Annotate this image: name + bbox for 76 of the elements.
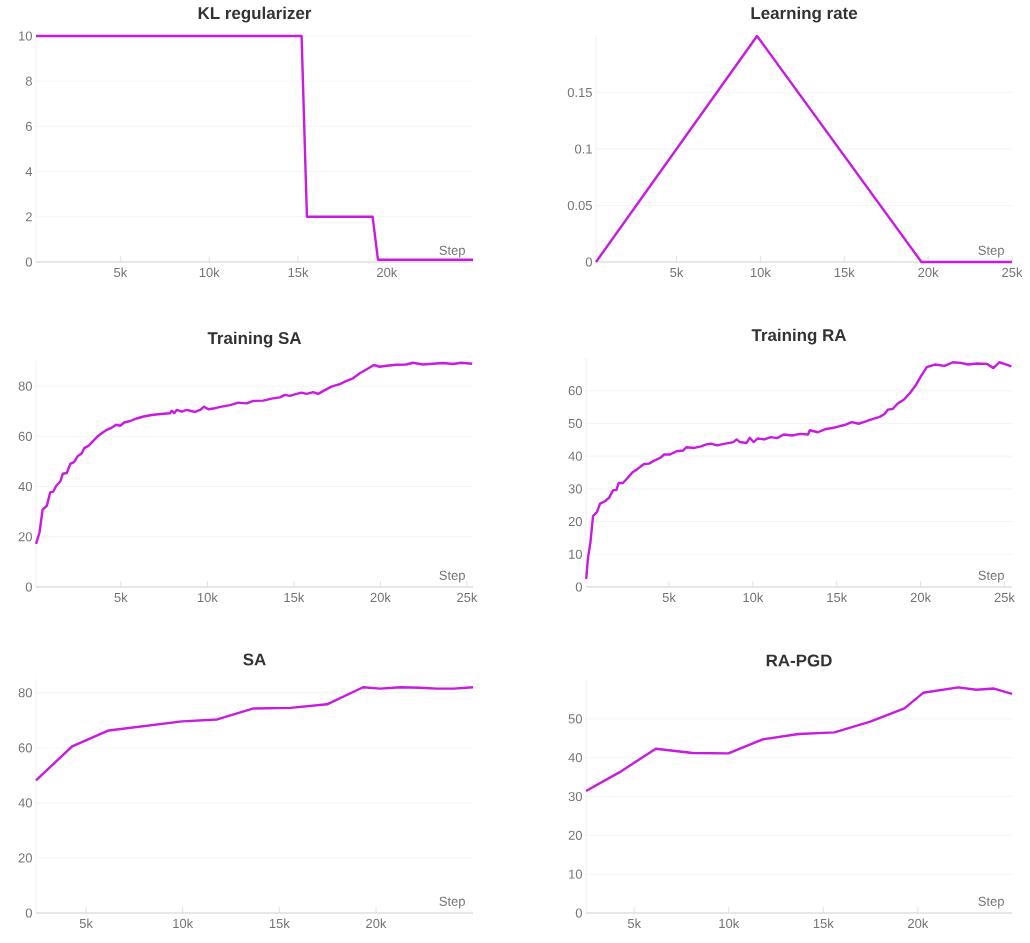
chart-title: KL regularizer xyxy=(198,6,312,23)
x-axis-title: Step xyxy=(978,245,1004,258)
x-tick-label: 5k xyxy=(114,592,128,603)
y-tick-label: 60 xyxy=(18,431,32,441)
y-tick-label: 40 xyxy=(18,481,32,492)
x-tick-label: 20k xyxy=(908,918,929,929)
y-tick-label: 10 xyxy=(19,31,32,41)
chart-title: Learning rate xyxy=(751,6,858,23)
x-tick-label: 15k xyxy=(269,918,290,929)
y-tick-label: 60 xyxy=(18,743,32,753)
x-tick-label: 10k xyxy=(173,918,194,929)
y-tick-label: 0 xyxy=(25,582,32,592)
x-tick-label: 25k xyxy=(1002,267,1023,278)
x-tick-label: 5k xyxy=(670,267,684,278)
line-series xyxy=(584,361,1013,581)
x-tick-label: 5k xyxy=(662,592,676,603)
x-axis-title: Step xyxy=(978,896,1004,909)
x-tick-label: 20k xyxy=(910,592,932,603)
y-tick-label: 40 xyxy=(568,753,582,763)
y-tick-label: 40 xyxy=(18,798,32,808)
y-tick-label: 20 xyxy=(568,516,582,527)
x-tick-label: 5k xyxy=(114,267,128,278)
x-tick-label: 20k xyxy=(370,592,391,603)
line-series xyxy=(34,686,475,782)
x-axis-title: Step xyxy=(439,570,465,583)
x-tick-label: 5k xyxy=(627,918,642,929)
y-tick-label: 4 xyxy=(25,167,33,177)
x-tick-label: 10k xyxy=(197,592,218,603)
y-tick-label: 0.05 xyxy=(567,200,592,211)
x-axis-title: Step xyxy=(439,245,465,258)
line-series xyxy=(584,686,1014,793)
y-tick-label: 10 xyxy=(569,549,582,559)
y-tick-label: 0 xyxy=(25,257,32,267)
x-axis-title: Step xyxy=(978,570,1004,583)
x-axis-title: Step xyxy=(439,896,465,909)
y-tick-label: 0.1 xyxy=(574,144,592,154)
y-tick-label: 40 xyxy=(568,451,582,461)
y-tick-label: 50 xyxy=(568,714,582,724)
x-tick-label: 20k xyxy=(377,267,398,278)
y-tick-label: 2 xyxy=(25,212,32,222)
x-tick-label: 15k xyxy=(284,592,305,603)
y-tick-label: 20 xyxy=(18,853,32,863)
y-tick-label: 0.15 xyxy=(567,87,592,98)
x-tick-label: 5k xyxy=(79,918,93,929)
x-tick-label: 10k xyxy=(743,592,764,603)
chart-title: Training SA xyxy=(207,331,302,348)
x-tick-label: 15k xyxy=(827,592,848,603)
y-tick-label: 60 xyxy=(568,386,582,396)
line-series xyxy=(34,361,474,545)
x-tick-label: 15k xyxy=(813,918,834,929)
x-tick-label: 10k xyxy=(199,267,220,278)
x-tick-label: 25k xyxy=(994,592,1015,603)
y-tick-label: 30 xyxy=(568,484,582,494)
x-tick-label: 20k xyxy=(918,267,939,278)
y-tick-label: 0 xyxy=(25,908,32,918)
chart-title: RA-PGD xyxy=(766,654,832,667)
y-tick-label: 30 xyxy=(568,791,582,802)
y-tick-label: 20 xyxy=(568,830,582,840)
y-tick-label: 10 xyxy=(569,869,582,879)
y-tick-label: 20 xyxy=(18,532,32,542)
chart-title: Training RA xyxy=(751,328,847,345)
x-tick-label: 20k xyxy=(366,918,387,929)
x-tick-label: 15k xyxy=(288,267,309,278)
y-tick-label: 0 xyxy=(575,908,582,918)
y-tick-label: 80 xyxy=(18,381,32,391)
x-tick-label: 15k xyxy=(834,267,855,278)
y-tick-label: 6 xyxy=(25,121,32,131)
x-tick-label: 25k xyxy=(457,592,478,603)
x-tick-label: 10k xyxy=(719,918,740,929)
y-tick-label: 80 xyxy=(18,688,32,698)
y-tick-label: 0 xyxy=(575,582,582,592)
y-tick-label: 50 xyxy=(568,418,582,428)
x-tick-label: 10k xyxy=(750,267,771,278)
chart-title: SA xyxy=(243,653,266,666)
y-tick-label: 8 xyxy=(25,76,32,86)
y-tick-label: 0 xyxy=(585,257,592,267)
